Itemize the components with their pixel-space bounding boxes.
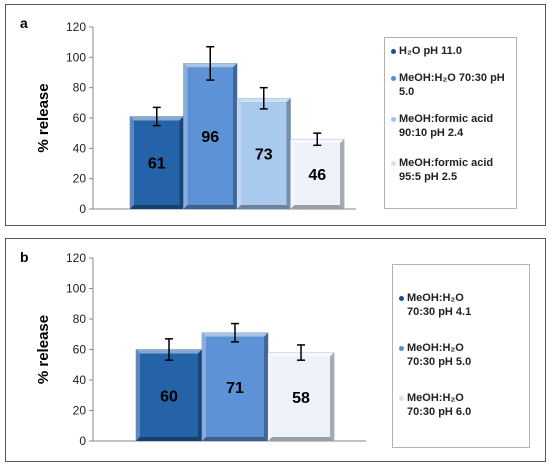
y-tick-label: 20	[73, 172, 87, 186]
legend-label: MeOH:H₂O 70:30 pH 5.0	[399, 72, 505, 98]
bar-bevel-bottom	[183, 205, 237, 209]
bar-bevel-right	[264, 332, 268, 441]
bar-bevel-right	[179, 116, 184, 209]
bar	[183, 63, 238, 210]
y-axis-label: % release	[35, 83, 52, 152]
legend-marker-icon	[391, 161, 396, 166]
bar-bevel-left	[268, 352, 272, 441]
bar	[267, 352, 335, 442]
legend-item: MeOH:H₂O 70:30 pH 5.0	[391, 71, 511, 99]
bar-bevel-bottom	[290, 205, 344, 209]
bar-bevel-bottom	[202, 437, 268, 441]
y-tick-label: 60	[73, 343, 87, 357]
legend-label: MeOH:formic acid 95:5 pH 2.5	[399, 157, 494, 183]
bar-bevel-left	[183, 63, 188, 210]
legend-label: MeOH:H₂O 70:30 pH 4.1	[407, 292, 472, 318]
panel-a: a 0 20 40 60 80 100 120 % release 61 96 73 46 H₂O p…	[5, 4, 546, 226]
legend-b: MeOH:H₂O 70:30 pH 4.1 MeOH:H₂O 70:30 pH …	[392, 264, 530, 448]
legend-item: MeOH:H₂O 70:30 pH 5.0	[399, 341, 493, 369]
legend-label: MeOH:H₂O 70:30 pH 6.0	[407, 392, 472, 418]
data-label: 46	[308, 167, 326, 184]
bar-bevel-left	[130, 116, 134, 209]
legend-marker-icon	[399, 396, 404, 401]
bar-bevel-right	[233, 63, 237, 210]
legend-item: MeOH:formic acid 90:10 pH 2.4	[391, 112, 511, 140]
bar-face	[206, 336, 264, 437]
data-label: 58	[292, 390, 310, 407]
bar	[236, 97, 291, 210]
bar	[201, 332, 269, 442]
bar	[129, 116, 184, 210]
bar-bevel-bottom	[237, 205, 291, 209]
bar-face	[272, 356, 330, 437]
legend-item: MeOH:H₂O 70:30 pH 4.1	[399, 291, 487, 319]
panel-letter: a	[20, 15, 28, 31]
panel-b: b 0 20 40 60 80 100 120 % release 60 71 58 MeOH:H₂…	[5, 238, 546, 462]
legend-marker-icon	[391, 76, 396, 81]
y-tick-label: 60	[73, 111, 87, 125]
y-tick-label: 100	[66, 282, 86, 296]
data-label: 61	[148, 156, 166, 173]
legend-label: H₂O pH 11.0	[399, 45, 462, 57]
y-tick-label: 100	[66, 50, 86, 64]
legend-item: MeOH:H₂O 70:30 pH 6.0	[399, 391, 493, 419]
y-tick-label: 0	[79, 202, 86, 216]
bar-face	[134, 120, 180, 205]
y-tick-label: 120	[66, 20, 86, 34]
data-label: 60	[160, 388, 178, 405]
chart-a: 0 20 40 60 80 100 120 % release 61 96 73 46	[35, 20, 356, 216]
legend-label: MeOH:formic acid 90:10 pH 2.4	[399, 113, 494, 139]
bar-face	[140, 353, 198, 437]
bar-bevel-left	[202, 332, 206, 441]
y-axis-label: % release	[35, 315, 52, 384]
y-tick-label: 0	[79, 434, 86, 448]
bar-bevel-right	[340, 139, 344, 209]
bar-bevel-right	[198, 349, 202, 441]
legend-label: MeOH:H₂O 70:30 pH 5.0	[407, 342, 472, 368]
bar-bevel-left	[136, 349, 140, 441]
y-tick-label: 80	[73, 312, 87, 326]
bar-face	[187, 67, 233, 206]
bar	[290, 138, 345, 210]
data-label: 73	[255, 147, 273, 164]
data-label: 71	[226, 380, 244, 397]
legend-item: H₂O pH 11.0	[391, 44, 462, 58]
bar-bevel-bottom	[130, 205, 184, 209]
bar-bevel-bottom	[136, 437, 202, 441]
bar-bevel-bottom	[268, 437, 334, 441]
bar-bevel-left	[290, 139, 295, 209]
y-tick-label: 120	[66, 251, 86, 265]
y-tick-label: 40	[73, 141, 87, 155]
y-tick-label: 20	[73, 404, 87, 418]
bar-bevel-right	[330, 352, 334, 441]
legend-marker-icon	[399, 296, 404, 301]
bar-bevel-left	[237, 98, 241, 209]
bar	[135, 349, 203, 442]
y-tick-label: 80	[73, 81, 87, 95]
legend-item: MeOH:formic acid 95:5 pH 2.5	[391, 156, 511, 184]
legend-marker-icon	[399, 346, 404, 351]
y-tick-label: 40	[73, 373, 87, 387]
panel-letter: b	[20, 249, 29, 265]
bar-face	[241, 102, 287, 205]
legend-a: H₂O pH 11.0 MeOH:H₂O 70:30 pH 5.0 MeOH:f…	[384, 37, 517, 209]
data-label: 96	[201, 129, 219, 146]
legend-marker-icon	[391, 49, 396, 54]
legend-marker-icon	[391, 117, 396, 122]
bar-bevel-right	[286, 98, 291, 209]
chart-b: 0 20 40 60 80 100 120 % release 60 71 58	[35, 251, 366, 448]
bar-face	[294, 143, 340, 205]
